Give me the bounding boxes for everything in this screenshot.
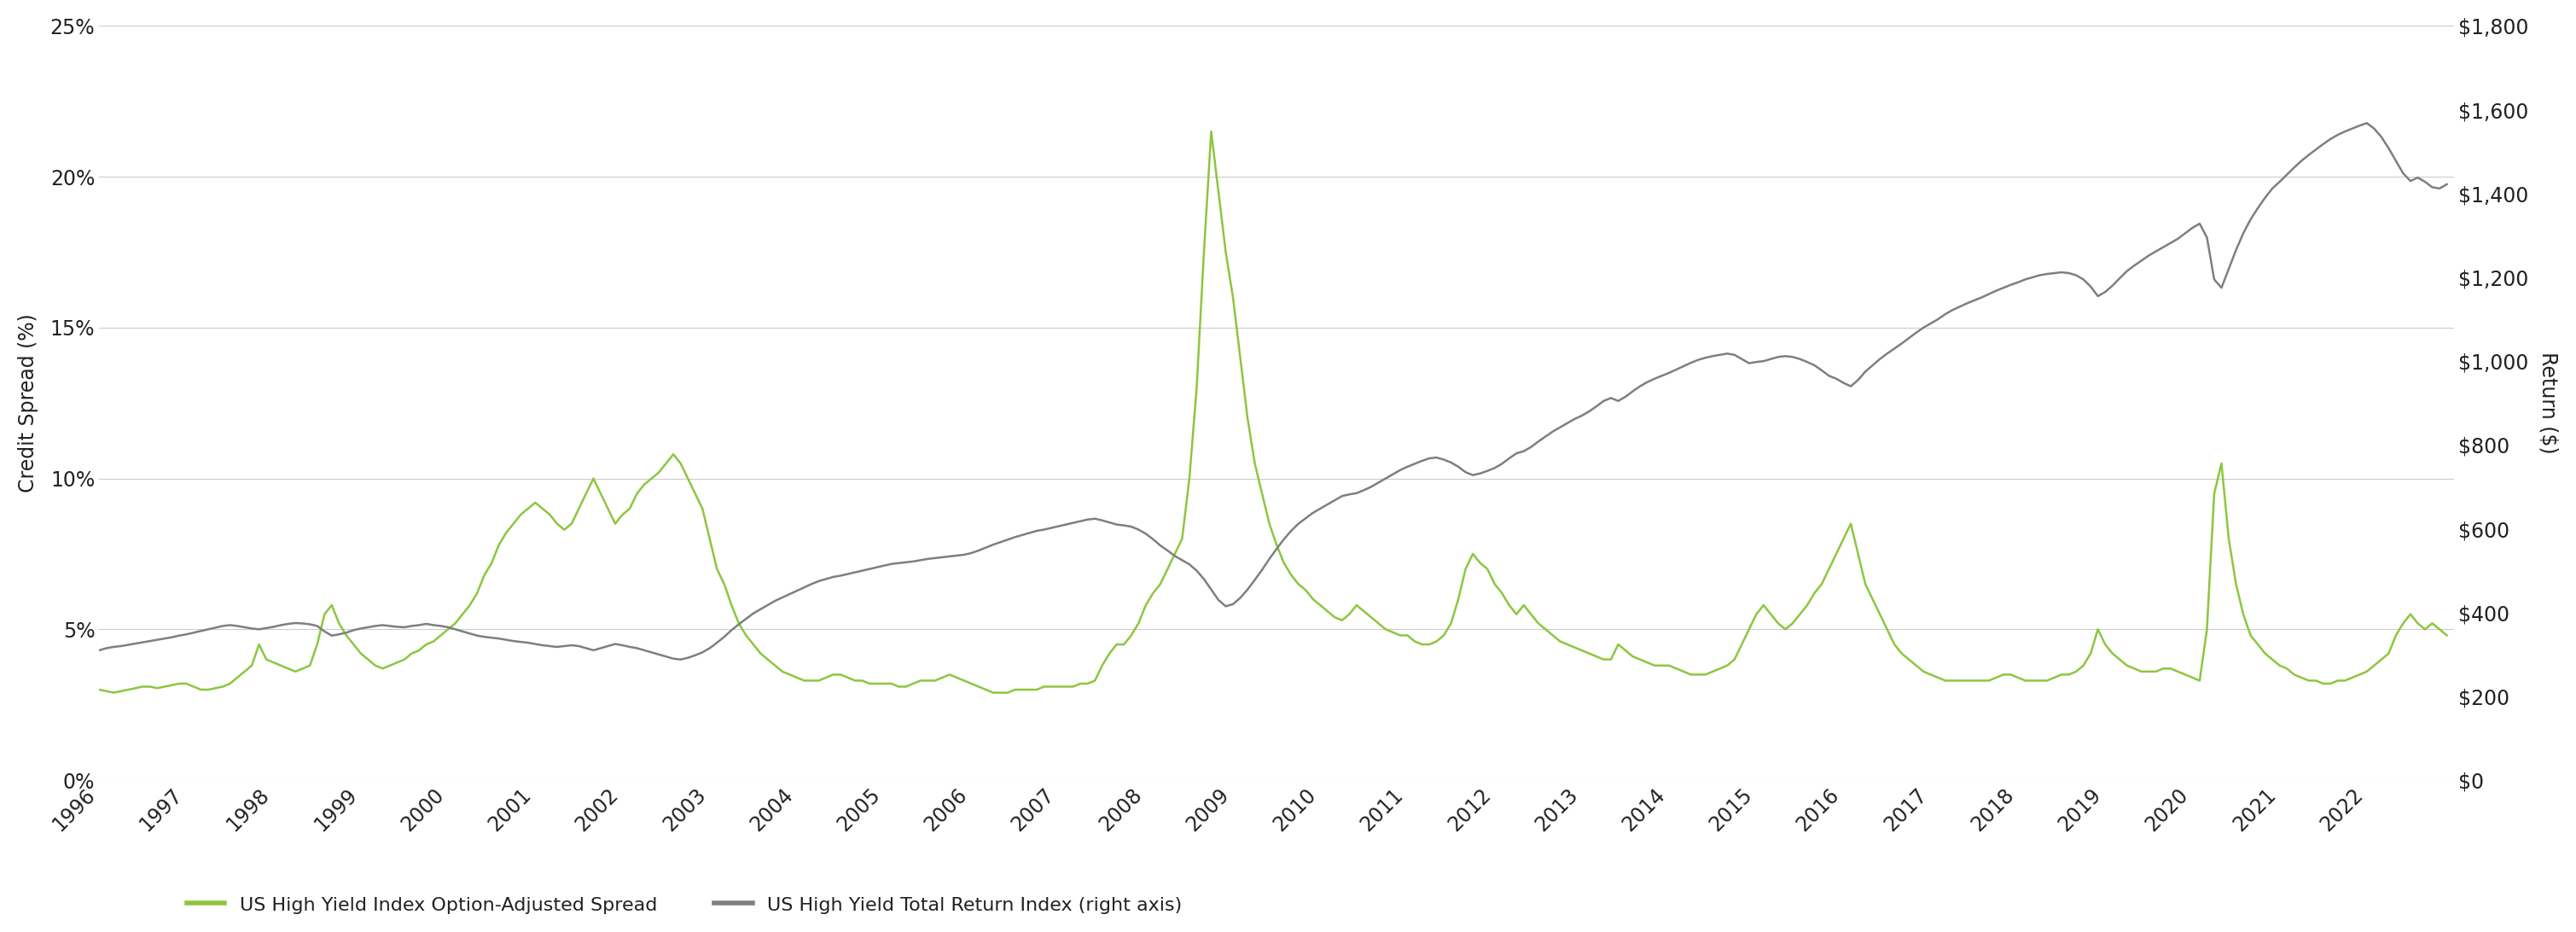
Y-axis label: Credit Spread (%): Credit Spread (%) [18, 313, 39, 492]
Y-axis label: Return ($): Return ($) [2537, 352, 2558, 454]
Legend: US High Yield Index Option-Adjusted Spread, US High Yield Total Return Index (ri: US High Yield Index Option-Adjusted Spre… [180, 888, 1190, 922]
